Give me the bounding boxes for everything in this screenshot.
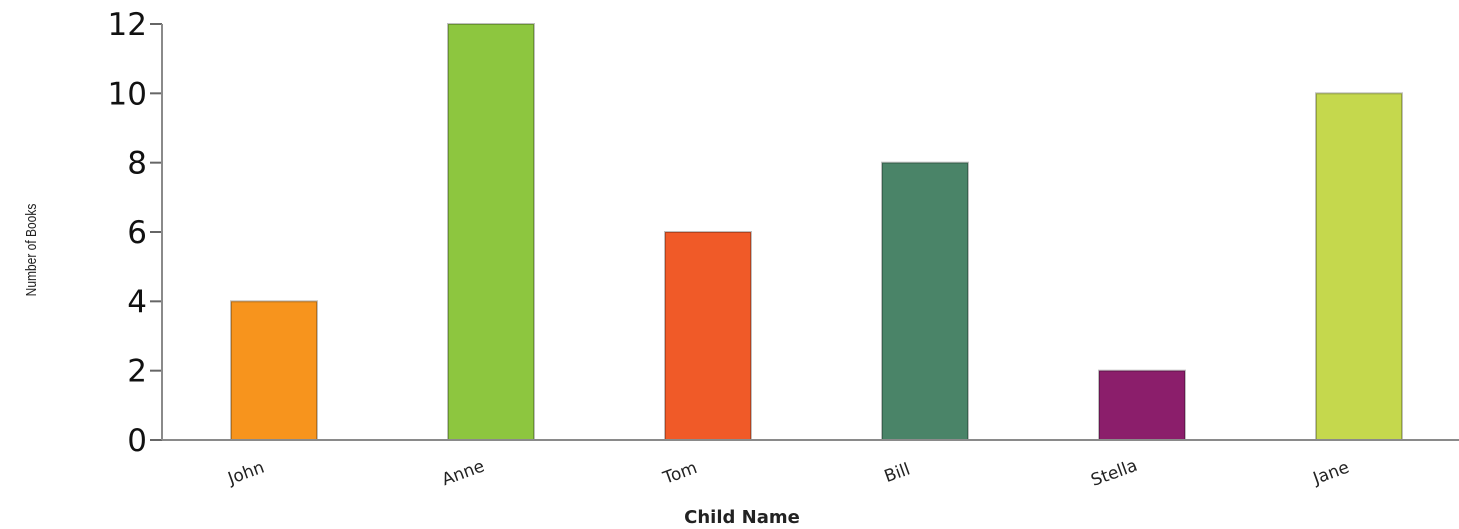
bar-anne	[447, 23, 535, 441]
x-tick-label: Tom	[660, 458, 700, 489]
x-tick-label: Bill	[882, 459, 913, 487]
y-tick-label: 8	[127, 146, 147, 182]
bar-stella	[1098, 369, 1186, 441]
bar-tom	[664, 231, 752, 441]
x-axis: John Anne Tom Bill Stella Jane	[225, 456, 1352, 491]
y-tick-label: 4	[127, 284, 147, 320]
x-tick-label: John	[225, 458, 268, 490]
bar-john	[230, 300, 318, 442]
x-tick-label: Jane	[1310, 458, 1352, 490]
y-tick-label: 0	[127, 423, 147, 459]
x-axis-title: Child Name	[684, 507, 800, 528]
y-tick-label: 6	[127, 215, 147, 251]
bars	[230, 23, 1403, 442]
bar-jane	[1315, 92, 1403, 441]
x-tick-label: Anne	[439, 456, 487, 490]
y-axis: 0 2 4 6 8 10 12	[108, 7, 162, 459]
x-tick-label: Stella	[1088, 456, 1140, 491]
y-tick-label: 12	[108, 7, 147, 43]
y-tick-label: 2	[127, 354, 147, 390]
bar-bill	[881, 161, 969, 442]
y-axis-title: Number of Books	[23, 203, 40, 296]
y-tick-label: 10	[108, 76, 147, 112]
